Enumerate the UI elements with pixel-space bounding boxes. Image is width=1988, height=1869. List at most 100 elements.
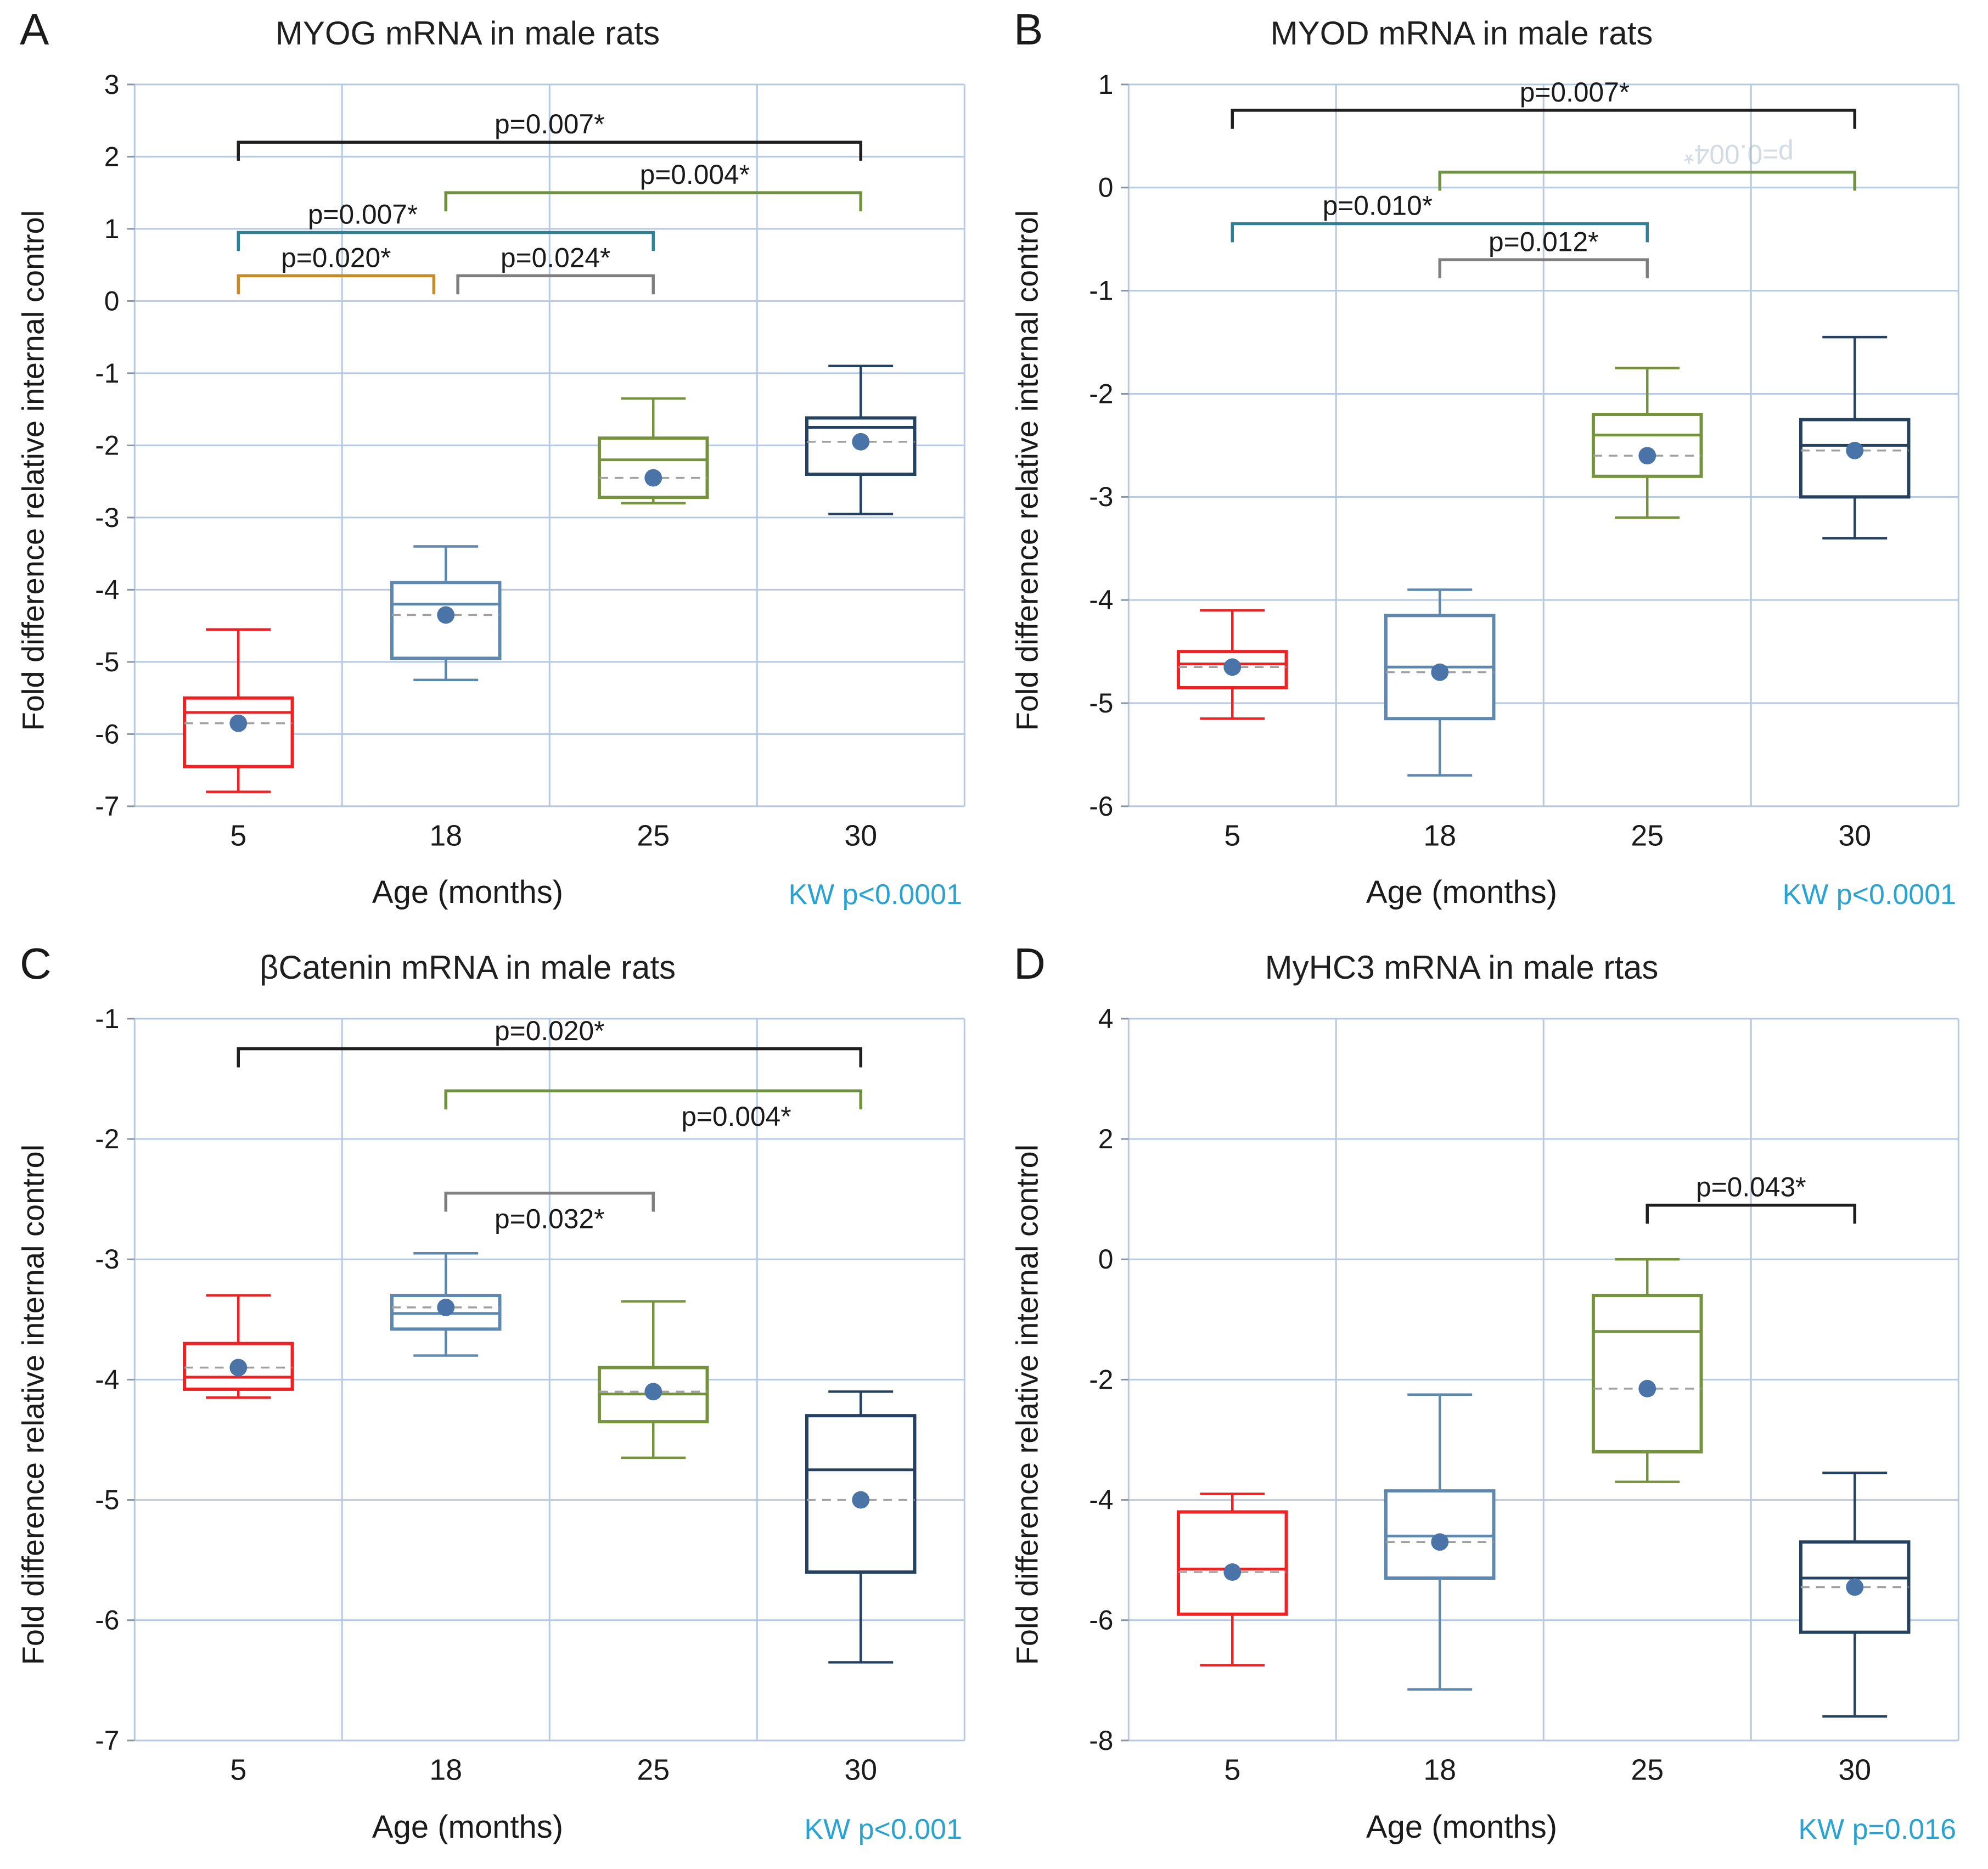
- mean-dot: [437, 606, 455, 624]
- significance-bracket: p=0.024*: [456, 242, 655, 295]
- iqr-box: [182, 696, 294, 768]
- iqr-box: [1591, 1294, 1703, 1454]
- box-18: [1384, 1393, 1496, 1691]
- panel-b-header: B MYOD mRNA in male rats: [1002, 4, 1980, 75]
- panel-letter: A: [20, 5, 49, 54]
- panel-letter: D: [1014, 939, 1046, 989]
- x-axis-label: Age (months): [372, 1809, 564, 1845]
- y-tick-label: -4: [1089, 1485, 1113, 1516]
- x-axis-label: Age (months): [1366, 1809, 1558, 1845]
- iqr-box: [1176, 1510, 1288, 1617]
- kw-statistic: KW p=0.016: [1798, 1813, 1956, 1845]
- mean-dot: [1431, 663, 1449, 681]
- y-tick-label: -4: [95, 1365, 119, 1395]
- panel-letter: B: [1014, 5, 1043, 54]
- y-tick-label: -3: [95, 502, 119, 533]
- x-tick-label: 30: [844, 820, 877, 852]
- p-value-label: p=0.010*: [1323, 190, 1433, 221]
- x-tick-label: 18: [1423, 820, 1456, 852]
- mean-dot: [644, 1383, 662, 1401]
- x-axis: 5 18 25 30: [230, 820, 877, 852]
- y-tick-label: 4: [1098, 1009, 1114, 1034]
- panel-title: MYOD mRNA in male rats: [1270, 15, 1653, 52]
- y-tick-label: -5: [95, 1485, 119, 1516]
- y-tick-label: -5: [1089, 688, 1113, 719]
- p-value-label: p=0.007*: [308, 199, 418, 230]
- p-value-label: p=0.004*: [1683, 139, 1793, 170]
- y-tick-label: -4: [95, 574, 119, 605]
- p-value-label: p=0.032*: [495, 1204, 604, 1234]
- p-value-label: p=0.004*: [681, 1101, 791, 1132]
- y-tick-label: -5: [95, 647, 119, 677]
- x-tick-label: 25: [637, 820, 670, 852]
- panel-d-body: Fold difference relative internal contro…: [1002, 1009, 1980, 1800]
- iqr-box: [597, 436, 709, 499]
- y-tick-label: -2: [95, 430, 119, 461]
- x-tick-label: 30: [1838, 1754, 1871, 1787]
- y-axis: 3 2 1 0 -1 -2 -3 -4 -5 -6 -7: [95, 75, 135, 822]
- y-tick-label: -6: [95, 1605, 119, 1636]
- panel-title: βCatenin mRNA in male rats: [259, 949, 676, 986]
- mean-dot: [1223, 1563, 1242, 1581]
- p-value-label: p=0.020*: [281, 242, 391, 273]
- y-axis: 1 0 -1 -2 -3 -4 -5 -6: [1089, 75, 1129, 822]
- p-value-label: p=0.012*: [1489, 226, 1598, 257]
- significance-bracket: p=0.004*: [444, 1089, 862, 1132]
- y-tick-label: -8: [1089, 1725, 1113, 1756]
- box-5: [1176, 609, 1288, 720]
- y-tick-label: -3: [95, 1244, 119, 1275]
- y-tick-label: -3: [1089, 481, 1113, 512]
- kw-statistic: KW p<0.001: [804, 1813, 962, 1845]
- y-tick-label: 3: [104, 75, 120, 100]
- panel-a-header: A MYOG mRNA in male rats: [8, 4, 986, 75]
- y-tick-label: -1: [1089, 276, 1113, 306]
- box-5: [182, 1294, 294, 1399]
- significance-bracket: p=0.012*: [1438, 226, 1649, 279]
- x-tick-label: 5: [1224, 820, 1240, 852]
- box-30: [805, 364, 917, 515]
- x-tick-label: 18: [1423, 1754, 1456, 1787]
- mean-dot: [437, 1299, 455, 1317]
- y-tick-label: -2: [1089, 1365, 1113, 1395]
- significance-bracket: p=0.032*: [444, 1192, 655, 1234]
- iqr-box: [182, 1342, 294, 1391]
- mean-dot: [1223, 658, 1242, 676]
- mean-dot: [1638, 447, 1656, 465]
- panel-d-header: D MyHC3 mRNA in male rtas: [1002, 939, 1980, 1009]
- y-tick-label: -6: [1089, 1605, 1113, 1636]
- y-tick-label: -2: [1089, 378, 1113, 409]
- mean-dot: [1846, 1578, 1864, 1596]
- y-axis-label: Fold difference relative internal contro…: [15, 210, 50, 731]
- mean-dot: [852, 433, 870, 451]
- boxplot-chart-d: 4 2 0 -2 -4 -6 -8 5 18 25 30 p=0.043*: [1089, 1009, 1959, 1787]
- panel-title: MYOG mRNA in male rats: [275, 15, 660, 52]
- box-25: [1591, 367, 1703, 519]
- significance-bracket: p=0.007*: [237, 109, 862, 161]
- panel-b-footer: Age (months) KW p<0.0001: [1002, 866, 1980, 930]
- significance-bracket: p=0.020*: [237, 242, 436, 295]
- p-value-label: p=0.043*: [1696, 1172, 1806, 1203]
- panel-b-body: Fold difference relative internal contro…: [1002, 75, 1980, 866]
- mean-dot: [229, 1359, 248, 1377]
- x-axis: 5 18 25 30: [1224, 1754, 1871, 1787]
- significance-bracket: p=0.043*: [1646, 1172, 1856, 1224]
- x-tick-label: 25: [637, 1754, 670, 1787]
- x-tick-label: 18: [429, 1754, 462, 1787]
- y-tick-label: -1: [95, 1009, 119, 1034]
- panel-b: B MYOD mRNA in male rats Fold difference…: [994, 0, 1988, 934]
- x-axis-label: Age (months): [372, 874, 564, 911]
- boxplot-chart-b: 1 0 -1 -2 -3 -4 -5 -6 5 18 25 30 p=0.007* p=0.004* p=0…: [1089, 75, 1959, 852]
- kw-statistic: KW p<0.0001: [1782, 879, 1956, 911]
- y-tick-label: -7: [95, 1725, 119, 1756]
- panel-d: D MyHC3 mRNA in male rtas Fold differenc…: [994, 934, 1988, 1868]
- x-tick-label: 5: [230, 1754, 246, 1787]
- x-tick-label: 25: [1631, 820, 1664, 852]
- y-tick-label: 1: [1098, 75, 1114, 100]
- p-value-label: p=0.007*: [495, 109, 604, 139]
- box-30: [1799, 335, 1911, 540]
- p-value-label: p=0.007*: [1520, 77, 1630, 108]
- x-axis: 5 18 25 30: [230, 1754, 877, 1787]
- iqr-box: [1591, 413, 1703, 478]
- p-value-label: p=0.020*: [495, 1015, 604, 1046]
